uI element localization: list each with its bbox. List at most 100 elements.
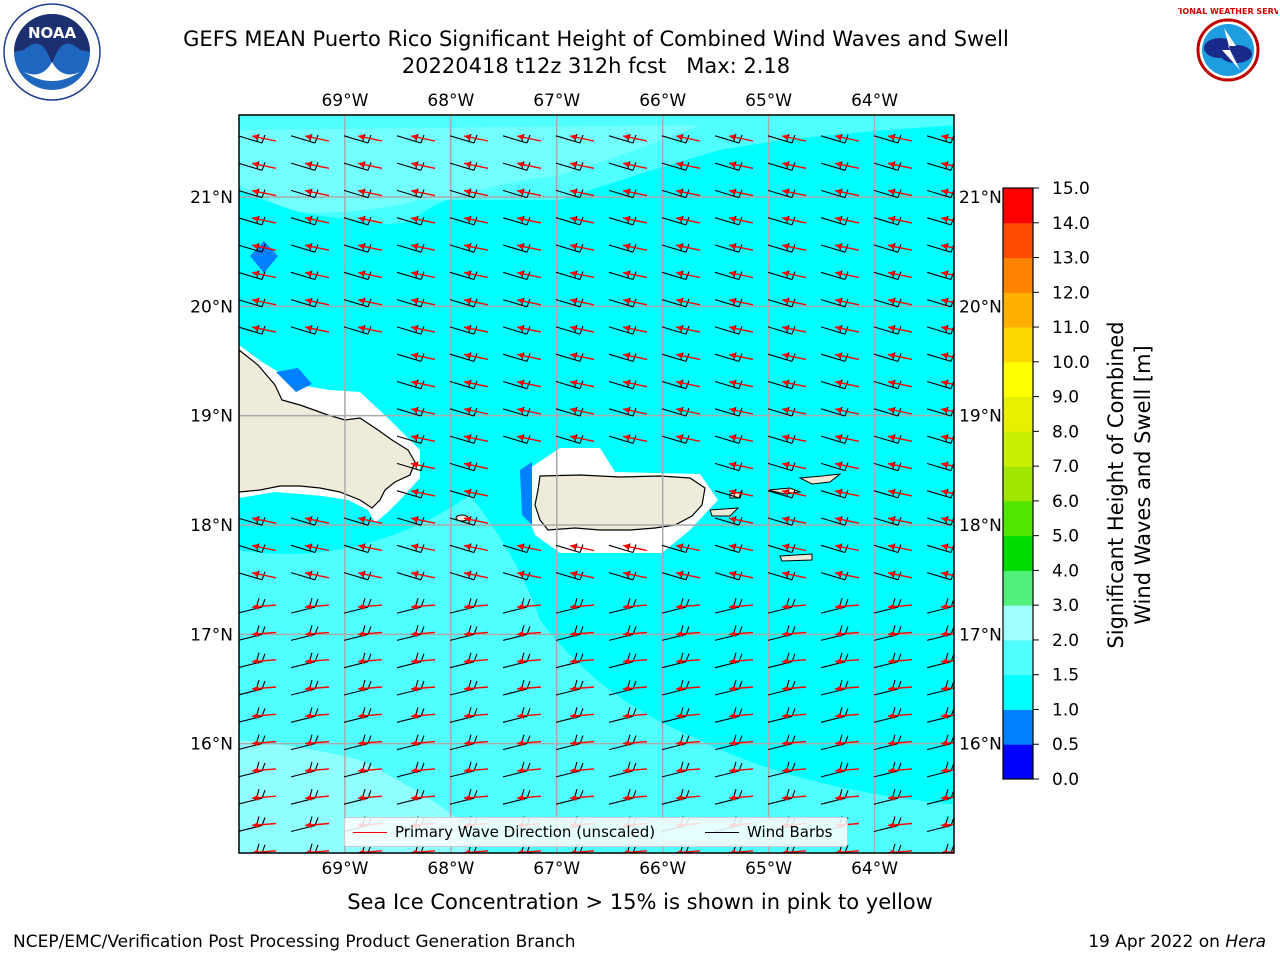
wave-arrow: [516, 603, 542, 610]
wave-band-north: [239, 115, 954, 213]
colorbar-tick-label-8: 6.0: [1052, 492, 1079, 512]
wave-arrow: [569, 352, 595, 361]
wave-arrow: [675, 603, 701, 610]
wave-arrow: [781, 325, 807, 333]
wave-arrow: [834, 740, 860, 747]
wave-arrow: [410, 298, 436, 306]
wave-arrow: [251, 543, 277, 552]
wave-arrow: [728, 543, 754, 552]
wave-arrow: [781, 516, 807, 524]
wave-arrow: [728, 243, 754, 251]
wave-arrow: [675, 188, 701, 197]
wave-arrow: [887, 603, 913, 610]
wave-arrow: [834, 243, 860, 251]
wave-arrow: [622, 794, 648, 801]
wave-arrow: [304, 516, 330, 524]
wave-arrow: [569, 543, 595, 552]
lon-label-top-1: 68°W: [427, 91, 474, 111]
wave-arrow: [569, 188, 595, 197]
wave-arrow: [516, 685, 542, 692]
wave-arrow: [622, 658, 648, 665]
wave-arrow: [781, 161, 807, 169]
wave-arrow: [675, 794, 701, 801]
wave-arrow: [304, 571, 330, 579]
wave-arrow: [569, 243, 595, 251]
wave-arrow: [728, 134, 754, 142]
wave-arrow: [569, 767, 595, 774]
wave-arrow: [304, 685, 330, 692]
wave-arrow: [887, 270, 913, 279]
wave-arrow: [410, 325, 436, 333]
wave-arrow: [410, 543, 436, 552]
wave-arrow: [569, 740, 595, 747]
wave-arrow: [940, 407, 954, 414]
wave-arrow: [463, 571, 489, 579]
map-legend: Primary Wave Direction (unscaled) Wind B…: [344, 817, 848, 847]
wave-arrow: [622, 325, 648, 333]
lon-label-bottom-0: 69°W: [321, 859, 368, 879]
wave-arrow: [410, 134, 436, 142]
wave-arrow: [675, 352, 701, 361]
wave-arrow: [410, 216, 436, 224]
colorbar-tick-label-10: 8.0: [1052, 422, 1079, 442]
wave-arrow: [887, 325, 913, 333]
wave-arrow: [463, 216, 489, 224]
wave-arrow: [463, 767, 489, 774]
colorbar-label-line1: Significant Height of Combined: [1104, 321, 1128, 648]
wave-arrow: [940, 243, 954, 250]
wave-arrow: [834, 461, 860, 470]
wave-arrow: [304, 188, 330, 197]
wave-arrow: [834, 516, 860, 524]
colorbar-tick-label-12: 10.0: [1052, 353, 1090, 373]
wave-arrow: [834, 216, 860, 224]
wave-arrow: [940, 543, 954, 550]
wave-arrow: [622, 161, 648, 169]
wave-arrow: [251, 516, 277, 524]
wave-arrow: [622, 243, 648, 251]
wave-arrow: [516, 794, 542, 801]
colorbar-ticks: 0.0 0.5 1.0 1.5 2.0 3.0 4.0 5.0 6.0 7.0 8.0 9.0 10.0…: [1033, 179, 1090, 790]
wave-arrow: [834, 352, 860, 361]
wave-arrow: [622, 134, 648, 142]
wave-arrow: [834, 685, 860, 692]
wave-arrow: [887, 794, 913, 801]
wave-arrow: [622, 571, 648, 579]
st-croix-island: [779, 553, 813, 562]
wave-arrow: [940, 188, 954, 195]
wave-arrow: [887, 161, 913, 169]
wave-arrow: [463, 380, 489, 388]
wave-arrow: [410, 658, 436, 665]
legend-wind-swatch: [705, 832, 739, 833]
wave-arrow: [569, 380, 595, 388]
lon-label-bottom-3: 66°W: [639, 859, 686, 879]
lat-label-right-1: 20°N: [959, 297, 1002, 317]
wave-arrow: [887, 740, 913, 747]
wave-arrow: [622, 352, 648, 361]
wind-barb: [397, 871, 424, 886]
wave-arrow: [516, 740, 542, 747]
wave-arrow: [781, 298, 807, 306]
wave-arrow: [675, 407, 701, 415]
wave-arrow: [410, 712, 436, 719]
colorbar-tick-label-9: 7.0: [1052, 457, 1079, 477]
lat-label-left-3: 18°N: [190, 516, 233, 536]
wave-arrow: [410, 188, 436, 197]
wave-arrow: [410, 516, 436, 524]
wave-arrow: [516, 188, 542, 197]
low-wave-patch-mona-passage: [520, 462, 532, 525]
wave-arrow: [410, 794, 436, 801]
wave-arrow: [304, 270, 330, 279]
wave-arrow: [675, 571, 701, 579]
wave-arrow: [463, 794, 489, 801]
wave-arrow: [834, 161, 860, 169]
colorbar-band-9: [1003, 431, 1033, 467]
wave-arrow: [781, 543, 807, 552]
wave-arrow: [728, 325, 754, 333]
wave-arrow: [622, 740, 648, 747]
virgin-islands-b: [798, 473, 842, 485]
wave-arrow: [940, 794, 954, 801]
wave-arrow: [781, 571, 807, 579]
wave-arrow: [728, 571, 754, 579]
wave-arrow: [463, 685, 489, 692]
wind-barb: [503, 871, 530, 886]
